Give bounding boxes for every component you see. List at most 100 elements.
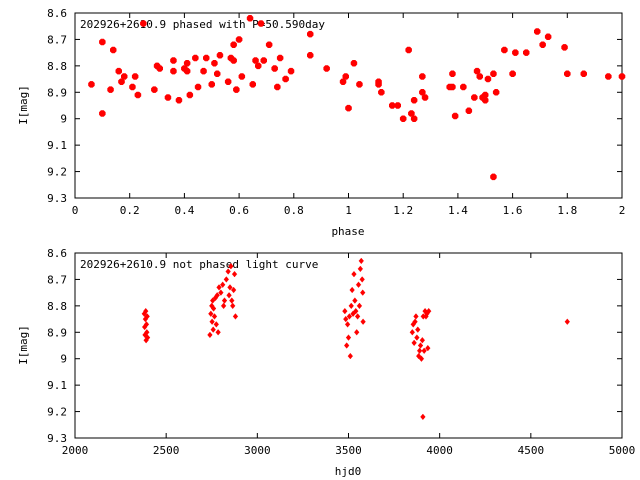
data-point	[409, 329, 415, 336]
x-tick-label: 0.4	[174, 204, 194, 217]
data-point	[164, 94, 172, 101]
panel-top-title: 202926+2610.9 phased with P=50.590day	[80, 18, 325, 31]
data-point	[144, 313, 150, 320]
data-point	[359, 276, 365, 283]
data-point	[413, 313, 419, 320]
data-point	[356, 302, 363, 310]
x-tick-label: 2000	[62, 444, 89, 457]
y-tick-label: 9	[60, 113, 67, 126]
data-point	[564, 318, 570, 325]
data-point	[352, 297, 358, 304]
data-point	[156, 65, 163, 72]
data-point	[183, 67, 191, 75]
data-point	[344, 321, 351, 328]
x-tick-label: 1.4	[448, 204, 468, 217]
data-point	[238, 73, 246, 80]
data-point	[170, 67, 177, 75]
data-point	[484, 75, 492, 83]
y-tick-label: 8.7	[47, 33, 67, 46]
data-point	[224, 78, 232, 85]
data-point	[342, 307, 348, 315]
data-point	[287, 67, 295, 75]
data-point	[563, 70, 571, 77]
data-point	[388, 102, 396, 109]
data-point	[348, 302, 354, 310]
x-tick-label: 0.6	[229, 204, 249, 217]
data-point	[419, 337, 426, 344]
data-point	[618, 73, 626, 80]
data-point	[233, 86, 240, 93]
data-point	[354, 329, 360, 336]
data-point	[339, 78, 347, 85]
data-point	[412, 318, 418, 325]
data-point	[216, 284, 222, 291]
data-point	[460, 83, 467, 91]
data-point	[129, 83, 136, 91]
data-point	[207, 331, 213, 339]
data-point	[306, 30, 314, 38]
data-point	[131, 73, 139, 80]
data-point	[192, 54, 199, 62]
data-point	[221, 297, 228, 304]
x-tick-label: 1.6	[503, 204, 523, 217]
data-point	[227, 284, 233, 291]
data-point	[561, 44, 568, 51]
phased-light-curve-panel: 202926+2610.9 phased with P=50.590day ph…	[17, 7, 625, 238]
data-point	[271, 65, 278, 72]
y-tick-label: 8.6	[47, 7, 67, 20]
data-point	[200, 67, 207, 75]
data-point	[276, 54, 284, 62]
x-tick-label: 1.2	[393, 204, 413, 217]
data-point	[170, 57, 177, 64]
data-point	[522, 49, 530, 56]
data-point	[218, 289, 224, 296]
data-point	[449, 83, 456, 91]
data-point	[421, 94, 429, 101]
data-point	[425, 344, 431, 352]
data-point	[231, 270, 238, 278]
data-point	[415, 326, 421, 333]
x-tick-label: 0.8	[284, 204, 304, 217]
data-point	[345, 334, 352, 341]
data-point	[323, 65, 330, 72]
data-point	[473, 67, 481, 75]
x-tick-label: 2500	[153, 444, 180, 457]
data-point	[209, 318, 215, 325]
data-point	[501, 46, 508, 54]
y-tick-label: 9.2	[47, 166, 67, 179]
data-point	[414, 334, 420, 341]
data-point	[88, 81, 95, 88]
data-point	[226, 292, 232, 299]
data-point	[410, 115, 418, 122]
data-point	[252, 57, 259, 64]
data-point	[471, 94, 478, 101]
data-point	[416, 347, 423, 354]
data-point	[465, 107, 473, 114]
data-point	[282, 75, 289, 83]
x-tick-label: 0	[72, 204, 79, 217]
data-point	[99, 110, 106, 117]
data-point	[512, 49, 519, 56]
x-tick-label: 1.8	[557, 204, 577, 217]
x-tick-label: 3000	[244, 444, 271, 457]
data-point	[214, 70, 221, 77]
data-point	[216, 51, 224, 59]
y-tick-label: 8.8	[47, 300, 67, 313]
data-point	[353, 307, 359, 315]
data-point	[208, 310, 214, 317]
data-point	[421, 347, 427, 354]
data-point	[533, 28, 541, 35]
data-point	[355, 281, 362, 288]
data-point	[490, 173, 497, 181]
y-tick-label: 9.2	[47, 406, 67, 419]
x-tick-label: 5000	[609, 444, 636, 457]
data-point	[229, 297, 235, 304]
data-point	[354, 313, 361, 320]
data-point	[110, 46, 117, 54]
data-point	[225, 268, 231, 275]
data-point	[342, 73, 350, 80]
data-point	[211, 313, 218, 320]
data-point	[544, 33, 552, 41]
data-point	[420, 413, 426, 421]
